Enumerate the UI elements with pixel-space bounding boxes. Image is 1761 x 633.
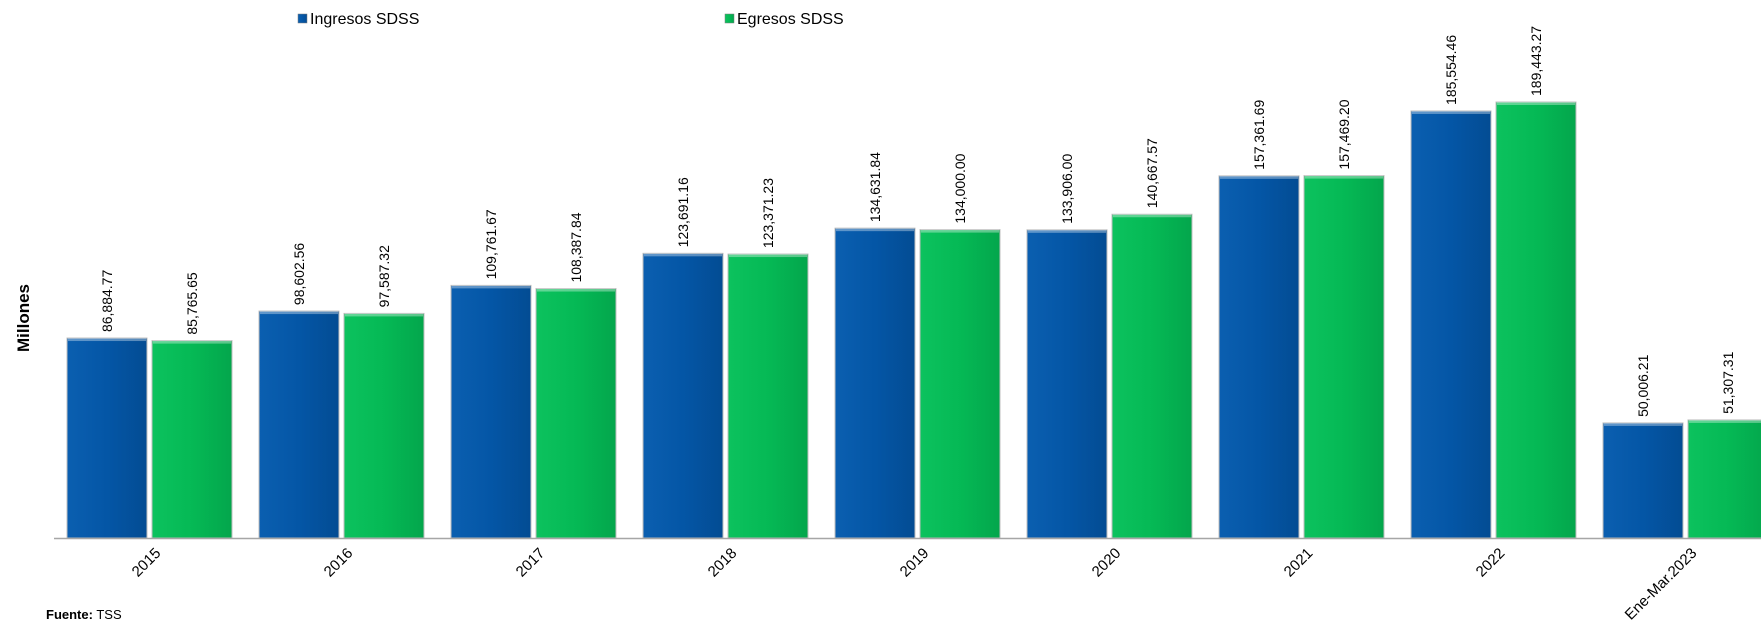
ingresos-bar-1	[258, 310, 340, 539]
ingresos-bar-highlight-1	[260, 311, 338, 315]
egresos-bar-highlight-8	[1689, 419, 1761, 423]
ingresos-bar-highlight-7	[1412, 110, 1490, 114]
x-tick-labels-group: 2015 2016 2017 2018 2019 2020 2021 2022 Ene-Mar.…	[129, 545, 1701, 624]
egresos-label-8: 51,307.31	[1720, 351, 1736, 413]
egresos-label-3: 123,371.23	[760, 178, 776, 248]
egresos-bar-highlight-2	[537, 288, 615, 292]
ingresos-bar-highlight-0	[68, 338, 146, 342]
egresos-bar-6	[1303, 175, 1385, 539]
x-tick-label-3: 2018	[705, 545, 741, 581]
ingresos-bar-8	[1602, 422, 1684, 539]
y-axis-label: Millones	[14, 284, 33, 352]
egresos-bar-0	[151, 340, 233, 539]
egresos-legend-label: Egresos SDSS	[737, 11, 844, 28]
egresos-bar-2	[535, 288, 617, 539]
egresos-bar-5	[1111, 213, 1193, 539]
egresos-legend-swatch	[724, 13, 735, 24]
x-tick-label-8: Ene-Mar.2023	[1622, 545, 1701, 624]
egresos-label-4: 134,000.00	[952, 153, 968, 223]
data-labels-group: 86,884.77 85,765.65 98,602.56 97,587.32 109,…	[99, 26, 1736, 417]
ingresos-label-8: 50,006.21	[1635, 354, 1651, 416]
x-tick-label-1: 2016	[321, 545, 357, 581]
ingresos-label-6: 157,361.69	[1251, 100, 1267, 170]
ingresos-label-3: 123,691.16	[675, 177, 691, 247]
source-value: TSS	[92, 607, 122, 622]
ingresos-legend-swatch	[297, 13, 308, 24]
ingresos-bar-5	[1026, 229, 1108, 539]
ingresos-bar-highlight-3	[644, 253, 722, 257]
ingresos-label-4: 134,631.84	[867, 152, 883, 222]
x-tick-label-2: 2017	[513, 545, 549, 581]
egresos-bar-highlight-7	[1497, 102, 1575, 105]
egresos-bar-highlight-6	[1305, 175, 1383, 179]
egresos-label-7: 189,443.27	[1528, 26, 1544, 96]
egresos-label-1: 97,587.32	[376, 245, 392, 307]
x-tick-label-0: 2015	[129, 545, 165, 581]
ingresos-bar-highlight-4	[836, 228, 914, 232]
ingresos-bar-highlight-8	[1604, 422, 1682, 426]
ingresos-legend-label: Ingresos SDSS	[310, 11, 419, 28]
bars-group	[66, 101, 1761, 539]
ingresos-label-2: 109,761.67	[483, 209, 499, 279]
egresos-label-6: 157,469.20	[1336, 99, 1352, 169]
ingresos-bar-7	[1410, 110, 1492, 539]
ingresos-label-7: 185,554.46	[1443, 35, 1459, 105]
egresos-bar-4	[919, 229, 1001, 539]
egresos-bar-highlight-5	[1113, 214, 1191, 218]
x-tick-label-4: 2019	[897, 545, 933, 581]
ingresos-bar-0	[66, 337, 148, 539]
egresos-bar-8	[1687, 419, 1761, 539]
ingresos-label-0: 86,884.77	[99, 270, 115, 332]
x-tick-label-5: 2020	[1089, 545, 1125, 581]
ingresos-bar-highlight-2	[452, 285, 530, 289]
source-label: Fuente:	[46, 607, 93, 622]
x-tick-label-7: 2022	[1473, 545, 1509, 581]
ingresos-bar-6	[1218, 175, 1300, 539]
egresos-bar-3	[727, 253, 809, 539]
ingresos-bar-highlight-6	[1220, 175, 1298, 179]
egresos-bar-highlight-4	[921, 229, 999, 233]
source-note: Fuente: TSS	[46, 607, 122, 622]
ingresos-label-1: 98,602.56	[291, 243, 307, 305]
ingresos-label-5: 133,906.00	[1059, 154, 1075, 224]
egresos-bar-highlight-1	[345, 313, 423, 317]
ingresos-bar-4	[834, 227, 916, 539]
egresos-label-5: 140,667.57	[1144, 138, 1160, 208]
x-tick-label-6: 2021	[1281, 545, 1317, 581]
legend: Ingresos SDSS Egresos SDSS	[297, 11, 844, 28]
ingresos-bar-2	[450, 284, 532, 539]
egresos-bar-7	[1495, 101, 1577, 539]
egresos-bar-highlight-3	[729, 254, 807, 258]
egresos-label-0: 85,765.65	[184, 272, 200, 334]
egresos-bar-highlight-0	[153, 340, 231, 344]
egresos-bar-1	[343, 312, 425, 539]
ingresos-bar-3	[642, 252, 724, 539]
egresos-label-2: 108,387.84	[568, 212, 584, 282]
ingresos-bar-highlight-5	[1028, 229, 1106, 233]
